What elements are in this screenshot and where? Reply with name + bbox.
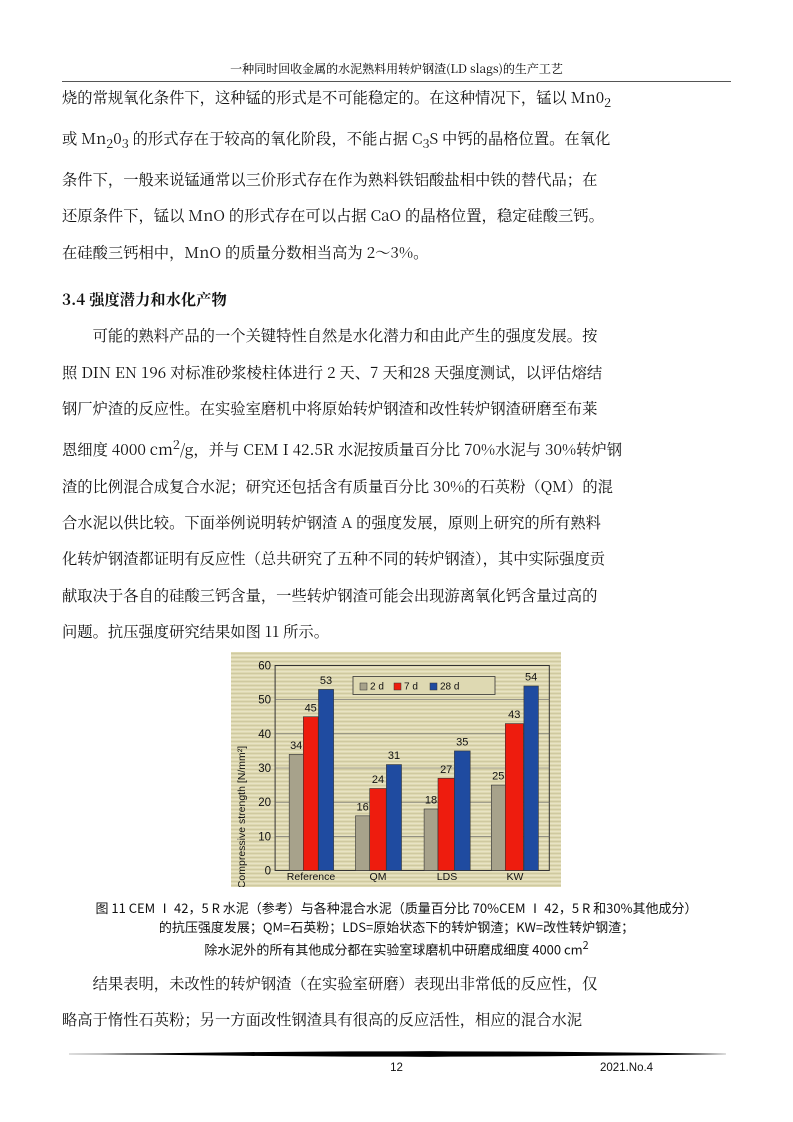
- svg-text:50: 50: [258, 695, 271, 707]
- svg-text:7 d: 7 d: [404, 682, 418, 693]
- svg-text:2 d: 2 d: [370, 682, 384, 693]
- svg-text:53: 53: [320, 675, 332, 687]
- svg-text:34: 34: [290, 740, 302, 752]
- svg-text:18: 18: [425, 795, 437, 807]
- svg-text:60: 60: [258, 661, 271, 673]
- svg-text:35: 35: [456, 737, 468, 749]
- svg-text:45: 45: [305, 703, 317, 715]
- svg-text:27: 27: [440, 764, 452, 776]
- svg-text:40: 40: [258, 729, 271, 741]
- svg-text:24: 24: [372, 774, 384, 786]
- svg-text:54: 54: [525, 672, 537, 684]
- svg-text:20: 20: [258, 797, 271, 809]
- svg-text:Reference: Reference: [287, 871, 336, 883]
- svg-text:30: 30: [258, 763, 271, 775]
- svg-text:43: 43: [508, 709, 520, 721]
- svg-text:10: 10: [258, 831, 271, 843]
- svg-text:28 d: 28 d: [440, 682, 459, 693]
- svg-text:0: 0: [265, 866, 271, 878]
- svg-text:LDS: LDS: [437, 871, 457, 883]
- svg-text:Compressive strength [N/mm²]: Compressive strength [N/mm²]: [236, 746, 248, 887]
- svg-text:31: 31: [388, 750, 400, 762]
- svg-text:25: 25: [492, 771, 504, 783]
- svg-text:KW: KW: [507, 871, 524, 883]
- svg-text:16: 16: [356, 802, 368, 814]
- svg-text:QM: QM: [370, 871, 387, 883]
